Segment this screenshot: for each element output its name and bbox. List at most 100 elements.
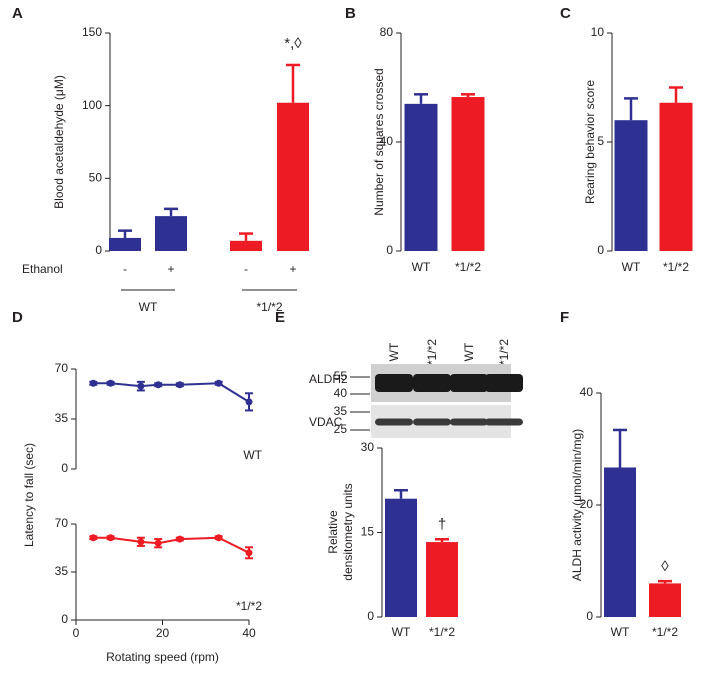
- x-tick-label: 0: [73, 626, 80, 640]
- bar: [277, 102, 309, 251]
- y-tick-label: 35: [55, 411, 69, 425]
- point: [215, 534, 223, 542]
- y-axis-label: Blood acetaldehyde (μM): [52, 75, 66, 209]
- point: [245, 398, 253, 406]
- y-tick-label: 15: [361, 525, 375, 539]
- y-axis-label: ALDH activity (μmol/min/mg): [570, 429, 584, 581]
- blot-row-label: ALDH2: [309, 372, 348, 386]
- point: [107, 534, 115, 542]
- point: [154, 539, 162, 547]
- annotation: ◊: [661, 558, 669, 575]
- bar: [614, 120, 648, 251]
- annotation: *,◊: [284, 35, 302, 52]
- panel-letter: E: [275, 309, 285, 326]
- bar: [659, 102, 693, 251]
- y-axis-label: Number of squares crossed: [372, 68, 386, 215]
- y-tick-label: 30: [361, 440, 375, 454]
- y-tick-label: 20: [580, 497, 594, 511]
- y-axis-label: Rearing behavior score: [583, 80, 597, 204]
- x-tick-label: WT: [412, 260, 431, 274]
- line: [93, 536, 250, 554]
- lane-label: WT: [462, 342, 476, 361]
- bar: [155, 216, 187, 251]
- blot-band: [450, 374, 488, 392]
- y-axis-label: densitometry units: [341, 483, 355, 580]
- y-axis-label: Relative: [326, 510, 340, 554]
- bar: [230, 240, 262, 251]
- lane-label: *1/*2: [497, 339, 511, 365]
- y-tick-label: 80: [380, 25, 394, 39]
- y-tick-label: 40: [580, 385, 594, 399]
- y-tick-label: 70: [55, 516, 69, 530]
- x-tick-label: +: [167, 262, 174, 276]
- point: [245, 549, 253, 557]
- x-tick-label: 20: [156, 626, 170, 640]
- group-label: WT: [139, 300, 158, 314]
- point: [137, 382, 145, 390]
- marker-label: 35: [334, 404, 348, 418]
- y-tick-label: 0: [386, 243, 393, 257]
- y-tick-label: 100: [82, 98, 102, 112]
- point: [89, 534, 97, 542]
- panel-letter: C: [560, 5, 571, 22]
- x-tick-label: WT: [611, 625, 630, 639]
- panel-letter: A: [12, 5, 23, 22]
- y-tick-label: 0: [95, 243, 102, 257]
- bar: [649, 583, 681, 617]
- series-label: *1/*2: [236, 599, 262, 613]
- panel-letter: F: [560, 309, 569, 326]
- point: [154, 381, 162, 389]
- panel-letter: D: [12, 309, 23, 326]
- series-label: WT: [243, 448, 262, 462]
- y-tick-label: 40: [380, 134, 394, 148]
- blot-band: [375, 374, 413, 392]
- y-tick-label: 0: [586, 609, 593, 623]
- blot-band: [413, 418, 451, 426]
- y-tick-label: 0: [61, 612, 68, 626]
- point: [107, 379, 115, 387]
- blot-band: [413, 374, 451, 392]
- blot-band: [450, 418, 488, 426]
- bar: [109, 237, 141, 251]
- blot-band: [375, 418, 413, 426]
- point: [89, 379, 97, 387]
- point: [176, 381, 184, 389]
- point: [215, 379, 223, 387]
- x-tick-label: +: [289, 262, 296, 276]
- lane-label: WT: [387, 342, 401, 361]
- x-tick-label: *1/*2: [652, 625, 678, 639]
- lane-label: *1/*2: [425, 339, 439, 365]
- blot-band: [485, 374, 523, 392]
- x-tick-label: -: [123, 262, 127, 276]
- point: [137, 538, 145, 546]
- y-tick-label: 5: [597, 134, 604, 148]
- panel-letter: B: [345, 5, 356, 22]
- marker-label: 25: [334, 422, 348, 436]
- x-tick-label: WT: [392, 625, 411, 639]
- y-tick-label: 150: [82, 25, 102, 39]
- line: [93, 382, 250, 403]
- x-tick-label: *1/*2: [429, 625, 455, 639]
- x-tick-label: WT: [622, 260, 641, 274]
- bar: [604, 467, 636, 617]
- marker-label: 55: [334, 369, 348, 383]
- y-tick-label: 0: [61, 461, 68, 475]
- blot-band: [485, 418, 523, 426]
- x-tick-label: -: [244, 262, 248, 276]
- x-tick-label: 40: [242, 626, 256, 640]
- point: [176, 535, 184, 543]
- marker-label: 40: [334, 386, 348, 400]
- x-axis-label: Rotating speed (rpm): [106, 650, 219, 664]
- y-tick-label: 50: [89, 171, 103, 185]
- y-tick-label: 70: [55, 361, 69, 375]
- y-tick-label: 0: [367, 609, 374, 623]
- x-tick-label: *1/*2: [663, 260, 689, 274]
- y-tick-label: 10: [591, 25, 605, 39]
- y-tick-label: 35: [55, 564, 69, 578]
- bar: [426, 542, 458, 617]
- y-tick-label: 0: [597, 243, 604, 257]
- annotation: †: [438, 516, 446, 533]
- x-tick-label: *1/*2: [455, 260, 481, 274]
- bar: [451, 97, 485, 251]
